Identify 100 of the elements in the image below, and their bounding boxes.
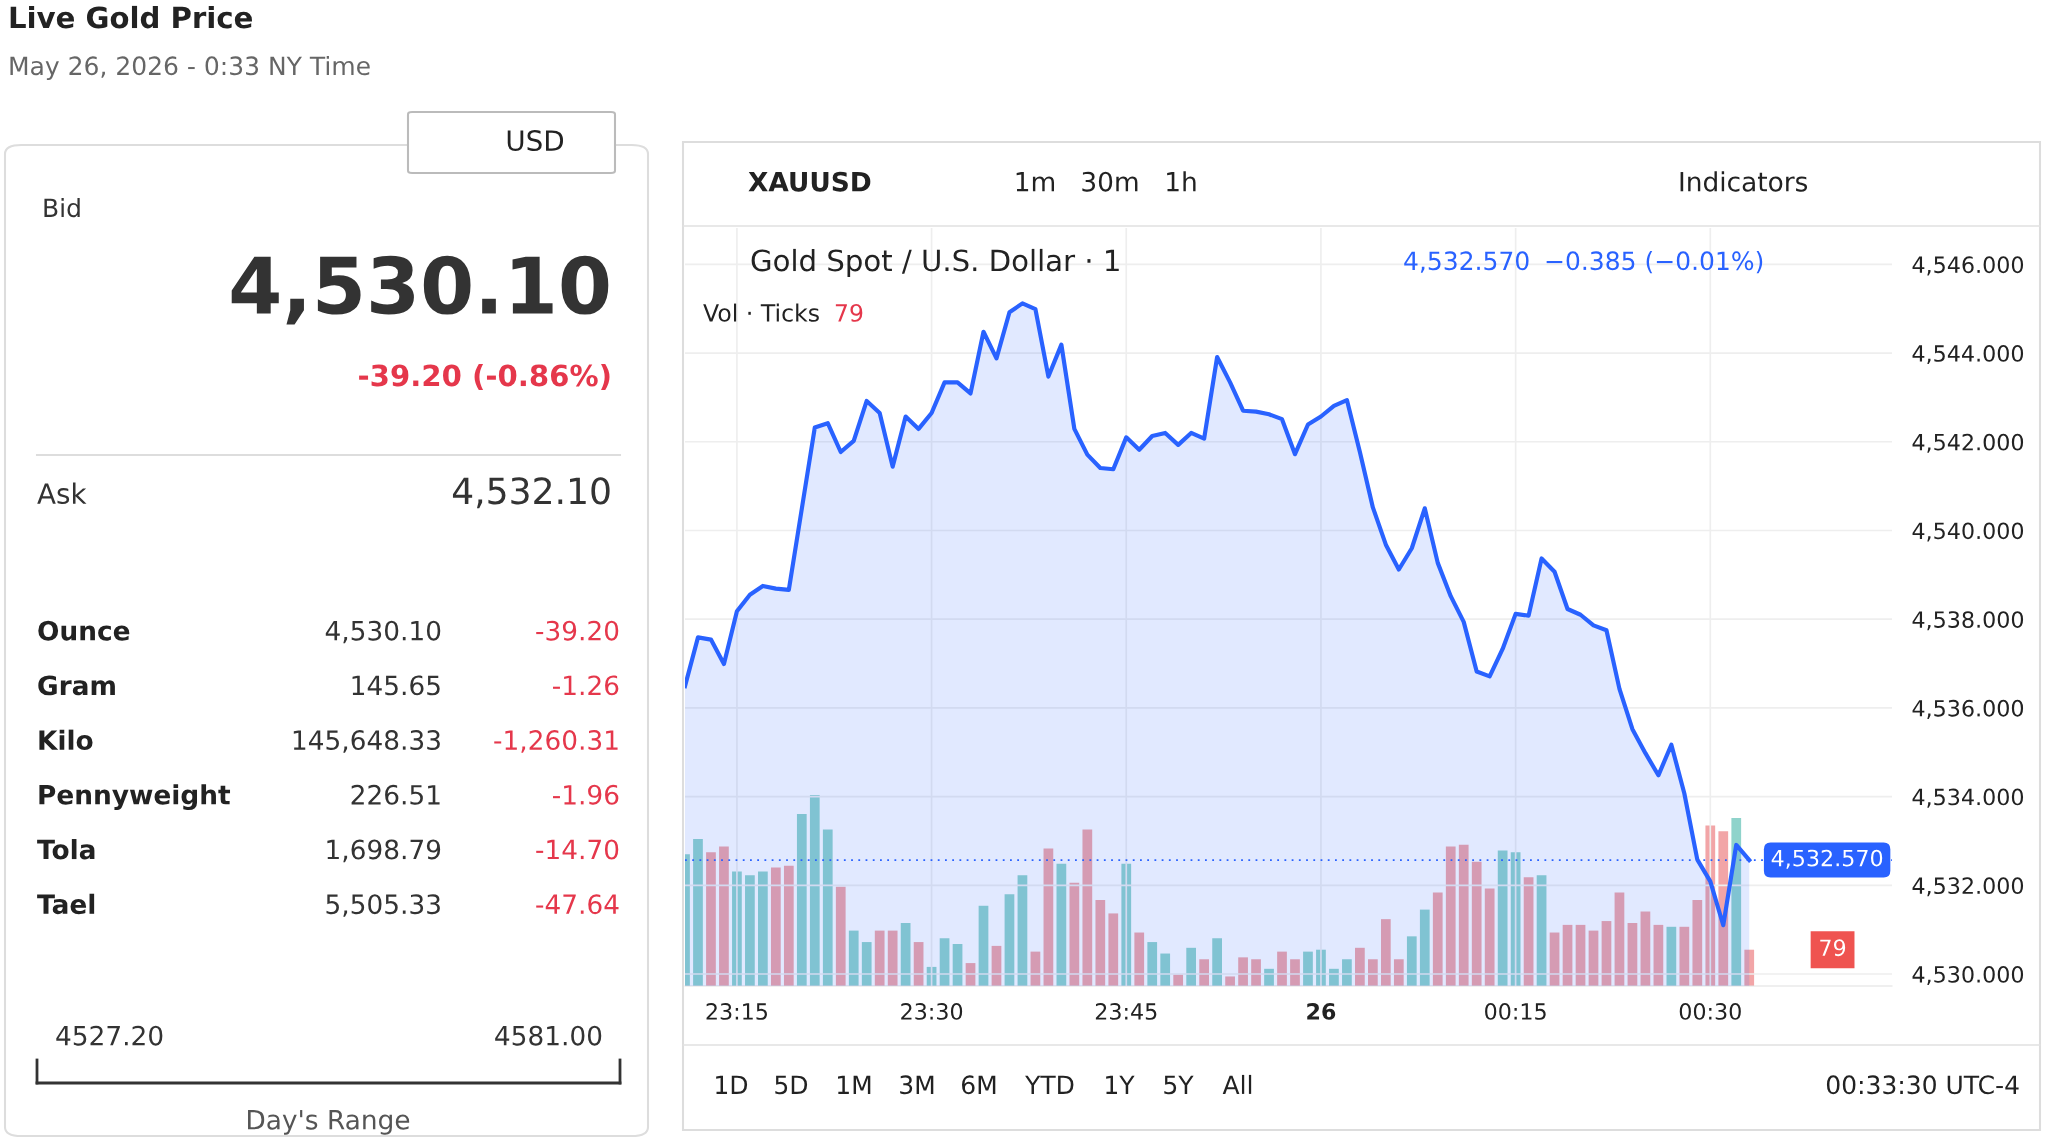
bar	[1186, 947, 1197, 986]
annotation: 4,532.570	[1404, 251, 1529, 273]
text: 4581.00	[495, 1025, 602, 1046]
text: Kilo	[39, 729, 93, 751]
text: Bid	[44, 197, 80, 218]
bar	[1212, 938, 1222, 986]
bar	[796, 814, 807, 986]
text: 145.65	[352, 675, 440, 696]
text: Gram	[38, 675, 115, 696]
text: Indicators	[1680, 171, 1808, 192]
bar	[1445, 846, 1456, 986]
bar	[1277, 951, 1287, 986]
bar	[1303, 951, 1313, 986]
bar	[1744, 949, 1755, 986]
y-tick-label: 4,544.000	[1912, 345, 2024, 365]
text: Ounce	[38, 620, 130, 641]
bar	[900, 922, 911, 986]
bar	[809, 795, 820, 986]
x-tick-label: 23:45	[1095, 1003, 1157, 1020]
text: 1M	[838, 1075, 871, 1094]
text: 5Y	[1164, 1075, 1194, 1095]
x-tick-label: 26	[1307, 1003, 1336, 1020]
text: 4,530.10	[231, 255, 609, 325]
text: May 26, 2026 - 0:33 NY Time	[10, 55, 370, 81]
x-tick-label: 23:15	[706, 1003, 767, 1020]
bar	[1004, 894, 1015, 986]
bar	[1406, 936, 1417, 986]
bar	[1484, 888, 1495, 986]
bar	[1095, 900, 1106, 986]
bar	[758, 871, 768, 986]
text: All	[1222, 1074, 1252, 1094]
bar	[1471, 861, 1482, 986]
text: 4,532.10	[452, 477, 610, 509]
bar	[1160, 953, 1171, 986]
bar	[1355, 947, 1365, 986]
text: 5D	[775, 1075, 808, 1095]
bar	[887, 930, 898, 986]
x-tick-label: 00:30	[1679, 1003, 1741, 1020]
text: Ask	[37, 482, 87, 505]
text: Gold Spot / U.S. Dollar · 1	[751, 248, 1119, 278]
bar	[1225, 976, 1235, 986]
bar	[1419, 909, 1430, 986]
y-tick-label: 4,536.000	[1912, 699, 2024, 719]
x-tick-label: 23:30	[901, 1003, 963, 1020]
bar	[745, 875, 755, 986]
text: USD	[507, 130, 564, 152]
text: 1D	[716, 1075, 748, 1094]
text: Live Gold Price	[10, 5, 252, 29]
text: XAUUSD	[748, 171, 871, 192]
text: 5,505.33	[326, 894, 440, 917]
annotation: −0.385 (−0.01%)	[1546, 250, 1763, 274]
annotation: 79	[835, 303, 863, 322]
annotation: 79	[1820, 939, 1846, 957]
y-tick-label: 4,534.000	[1912, 788, 2024, 808]
bar	[770, 867, 781, 986]
text: 30m	[1082, 171, 1138, 192]
bar	[1393, 959, 1404, 986]
text: -1.96	[553, 784, 619, 805]
bar	[706, 852, 716, 986]
text: -39.20 (-0.86%)	[359, 363, 610, 390]
bar	[1432, 892, 1443, 986]
y-tick-label: 4,542.000	[1912, 433, 2024, 453]
text: YTD	[1025, 1075, 1074, 1094]
y-tick-label: 4,546.000	[1912, 256, 2024, 276]
bar	[1731, 817, 1742, 986]
bar	[1069, 882, 1080, 986]
bar	[1238, 957, 1248, 986]
y-tick-label: 4,530.000	[1912, 965, 2024, 986]
bar	[1082, 829, 1093, 986]
text: Tael	[37, 893, 95, 915]
bar	[848, 930, 859, 986]
bar	[1367, 959, 1378, 986]
bar	[1342, 959, 1352, 986]
bar	[693, 838, 703, 986]
ref-line-label: 4,532.570	[1771, 849, 1883, 869]
text: 6M	[962, 1075, 996, 1095]
text: Day's Range	[248, 1110, 410, 1135]
text: 1h	[1167, 171, 1196, 192]
bar	[719, 846, 729, 986]
text: 4527.20	[56, 1025, 163, 1046]
text: -1.26	[553, 675, 619, 696]
bar	[1290, 959, 1300, 986]
bar	[861, 942, 872, 986]
bar	[874, 930, 885, 986]
text: Pennyweight	[39, 784, 231, 810]
y-tick-label: 4,540.000	[1912, 522, 2024, 542]
bar	[1251, 959, 1261, 986]
bar	[1380, 919, 1391, 986]
text: 226.51	[351, 784, 440, 805]
bar	[1147, 942, 1158, 986]
y-tick-label: 4,538.000	[1912, 611, 2024, 631]
bar	[822, 829, 833, 986]
bar	[835, 886, 846, 986]
text: -14.70	[536, 839, 619, 860]
bar	[1679, 926, 1690, 986]
text: 1Y	[1106, 1075, 1135, 1094]
bar	[1692, 900, 1703, 986]
text: 1m	[1016, 172, 1055, 192]
bar	[1134, 932, 1145, 986]
bar	[1666, 926, 1677, 986]
